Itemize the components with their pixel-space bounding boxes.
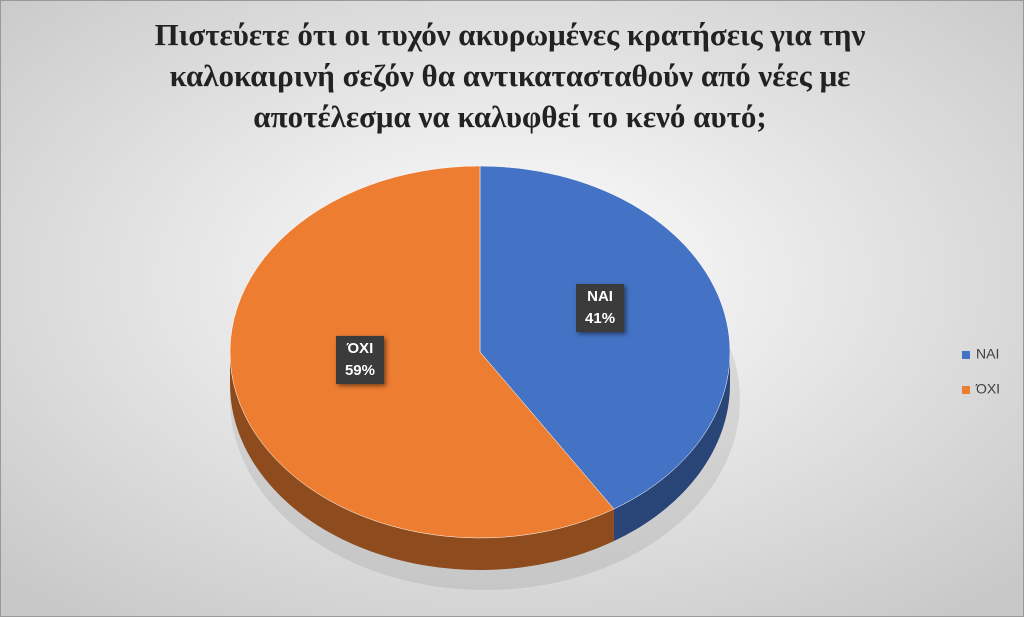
data-label-category: ΌΧΙ [346,340,374,357]
chart-title: Πιστεύετε ότι οι τυχόν ακυρωμένες κρατήσ… [154,17,866,134]
data-label: ΌΧΙ 59% [335,335,384,384]
data-label-value: 41% [585,310,615,327]
slice-side [613,352,730,542]
data-label-box [335,335,384,384]
data-label: ΝΑΙ 41% [576,284,625,333]
slice [479,165,731,510]
data-label-value: 59% [345,362,375,379]
legend-label: ΌΧΙ [975,381,1000,397]
legend-label: ΝΑΙ [976,346,999,362]
data-label-category: ΝΑΙ [587,288,613,305]
slice-side [230,352,614,570]
slice [229,165,615,539]
legend-swatch [962,386,970,394]
legend-swatch [962,351,970,359]
data-label-box [576,284,625,333]
